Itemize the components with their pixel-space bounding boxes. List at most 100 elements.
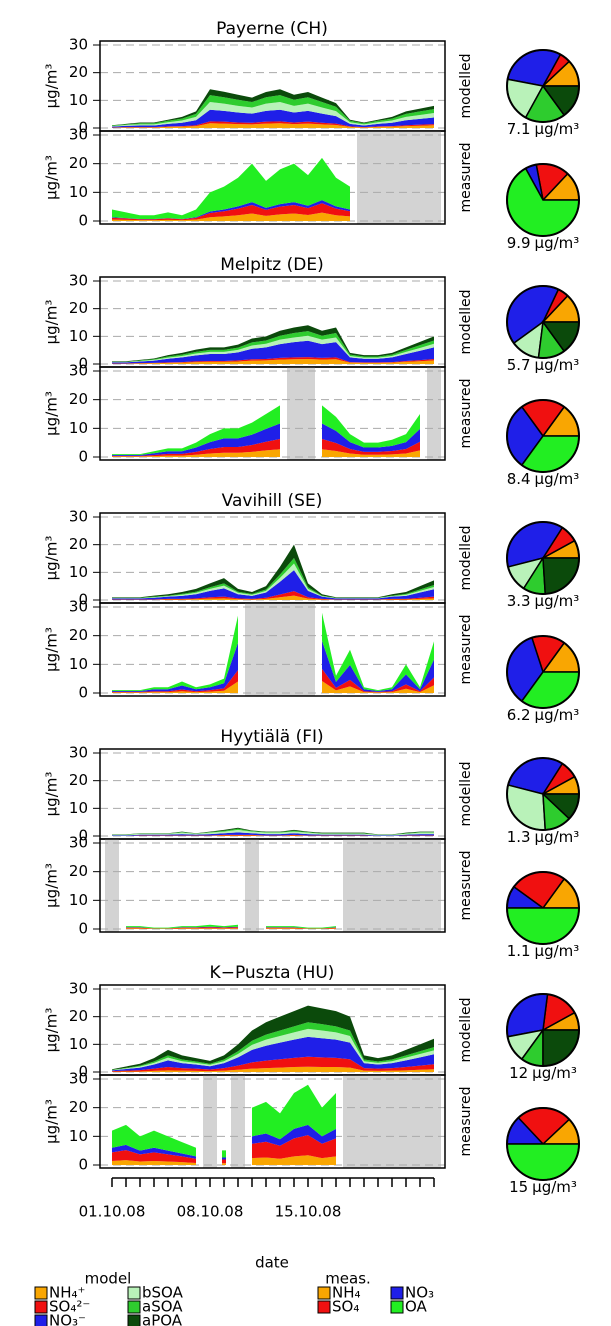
y-tick-label: 20 [69, 862, 88, 880]
missing-data [259, 603, 273, 696]
x-tick-label: 15.10.08 [275, 1203, 342, 1221]
legend-label: NH₄⁺ [49, 1284, 85, 1302]
area [112, 1028, 434, 1071]
legend-swatch [317, 1286, 331, 1300]
panel-frame [99, 602, 446, 697]
legend-swatch [390, 1300, 404, 1314]
area [112, 357, 434, 364]
legend-label: NO₃ [405, 1284, 434, 1302]
missing-data [357, 839, 371, 932]
legend-title: meas. [325, 1270, 371, 1288]
missing-data [357, 131, 371, 224]
y-tick-label: 0 [78, 119, 88, 137]
missing-data [357, 1075, 371, 1168]
panel-title: Melpitz (DE) [220, 255, 323, 275]
panel-label: modelled [458, 290, 474, 355]
area [112, 449, 420, 457]
total-unit: µg/m³ [535, 942, 580, 960]
area [112, 827, 434, 835]
y-axis-label: µg/m³ [43, 155, 61, 200]
area [126, 928, 336, 929]
y-axis-label: µg/m³ [43, 863, 61, 908]
y-tick-label: 0 [78, 591, 88, 609]
area [112, 570, 434, 600]
missing-data [343, 839, 357, 932]
area [112, 423, 420, 456]
y-tick-label: 30 [69, 1070, 88, 1088]
y-tick-label: 30 [69, 272, 88, 290]
panel-title: Payerne (CH) [216, 19, 328, 39]
total-value: 12 [509, 1064, 528, 1082]
y-tick-label: 30 [69, 362, 88, 380]
y-tick-label: 10 [69, 799, 88, 817]
area [112, 832, 434, 836]
panel-frame [99, 1074, 446, 1169]
total-unit: µg/m³ [535, 706, 580, 724]
area [112, 200, 350, 220]
missing-data [413, 1075, 427, 1168]
y-tick-label: 10 [69, 1035, 88, 1053]
area [112, 1155, 336, 1165]
panel-label: modelled [458, 762, 474, 827]
missing-data [273, 603, 287, 696]
pie-outline [506, 285, 580, 359]
missing-data [287, 367, 301, 460]
y-axis-label: µg/m³ [43, 772, 61, 817]
area [112, 95, 434, 127]
y-tick-label: 0 [78, 1063, 88, 1081]
pie-outline [506, 993, 580, 1067]
y-tick-label: 30 [69, 980, 88, 998]
y-tick-label: 20 [69, 390, 88, 408]
panel-label: modelled [458, 998, 474, 1063]
area [112, 438, 420, 457]
missing-data [413, 839, 427, 932]
legend-title: model [85, 1270, 132, 1288]
area [112, 680, 434, 693]
area [112, 123, 434, 128]
y-tick-label: 30 [69, 834, 88, 852]
panel-title: K−Puszta (HU) [210, 963, 335, 983]
missing-data [385, 1075, 399, 1168]
missing-data [301, 367, 315, 460]
legend-swatch [34, 1300, 48, 1314]
y-tick-label: 10 [69, 891, 88, 909]
missing-data [427, 131, 441, 224]
pie-total: 9.9 µg/m³ [507, 234, 580, 252]
panel-label: measured [458, 143, 474, 213]
legend-label: NH₄ [332, 1284, 361, 1302]
y-tick-label: 10 [69, 563, 88, 581]
legend-label: bSOA [142, 1284, 184, 1302]
panel-label: measured [458, 1087, 474, 1157]
missing-data [203, 1075, 217, 1168]
missing-data [399, 839, 413, 932]
missing-data [371, 1075, 385, 1168]
missing-data [427, 839, 441, 932]
area [112, 212, 350, 221]
y-tick-label: 0 [78, 448, 88, 466]
pie-total: 12 µg/m³ [509, 1064, 577, 1082]
total-value: 6.2 [507, 706, 531, 724]
pie-total: 1.1 µg/m³ [507, 942, 580, 960]
area [112, 1036, 434, 1072]
y-tick-label: 0 [78, 827, 88, 845]
area [112, 1084, 336, 1158]
area [112, 668, 434, 693]
missing-data [301, 603, 315, 696]
total-value: 15 [509, 1178, 528, 1196]
legend-swatch [34, 1314, 48, 1326]
y-tick-label: 20 [69, 1098, 88, 1116]
total-value: 5.7 [507, 356, 531, 374]
area [112, 109, 434, 128]
area [112, 591, 434, 600]
legend-swatch [127, 1286, 141, 1300]
y-tick-label: 10 [69, 183, 88, 201]
pie-outline [506, 757, 580, 831]
area [112, 1066, 434, 1072]
y-tick-label: 30 [69, 126, 88, 144]
pie-outline [506, 871, 580, 945]
missing-data [245, 603, 259, 696]
pie-outline [506, 49, 580, 123]
y-tick-label: 20 [69, 535, 88, 553]
y-axis-label: µg/m³ [43, 300, 61, 345]
y-axis-label: µg/m³ [43, 536, 61, 581]
